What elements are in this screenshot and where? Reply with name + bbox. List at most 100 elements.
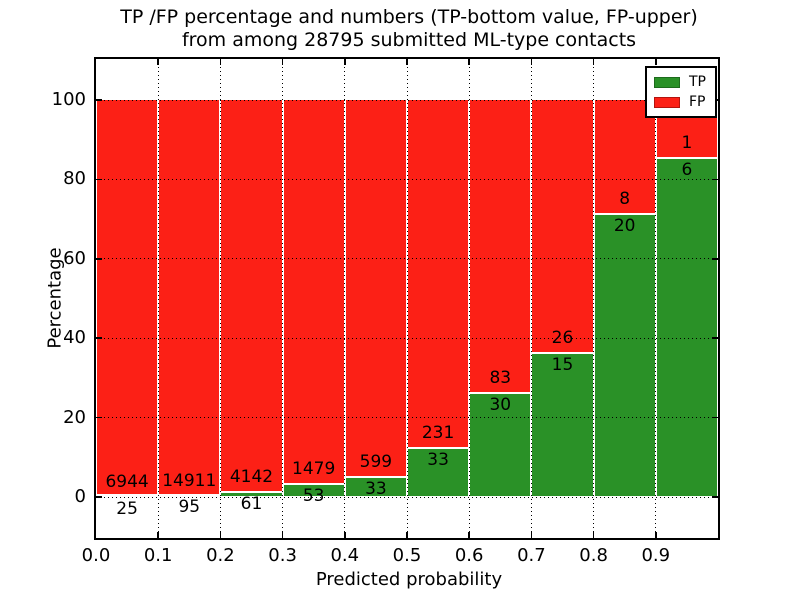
stacked-bar: 231 33 [407,100,470,497]
fp-count-label: 4142 [229,467,274,488]
y-tick-mark [96,99,102,101]
fp-count-label: 8 [619,189,631,210]
x-tick-mark [655,532,657,538]
x-tick-mark [344,59,346,65]
x-tick-label: 0.7 [517,545,546,566]
y-tick-label: 20 [63,406,86,428]
chart-title-line2: from among 28795 submitted ML-type conta… [181,29,637,51]
legend: TP FP [645,66,717,118]
tp-count-label: 61 [240,494,263,515]
tp-count-label: 95 [178,497,201,518]
stacked-bar: 1479 53 [282,100,345,505]
x-axis-label: Predicted probability [315,569,503,590]
y-tick-label: 80 [63,168,86,190]
horizontal-gridline [96,337,718,339]
x-tick-mark [655,59,657,65]
x-tick-label: 0.5 [392,545,422,566]
y-tick-mark [96,337,102,339]
x-tick-mark [530,532,533,538]
x-tick-mark [592,532,595,538]
fp-legend-swatch [654,96,680,108]
x-tick-mark [592,59,595,65]
x-tick-mark [468,59,470,65]
horizontal-gridline [96,178,718,180]
stacked-bar: 14911 95 [158,100,221,516]
x-tick-mark [219,532,222,538]
x-tick-mark [157,59,159,65]
bars-layer: 6944 25 14911 95 4142 61 1479 53 599 33 231 33 83 30 2… [96,59,718,538]
tp-bar-segment [469,391,532,497]
x-tick-label: 0.9 [641,545,671,566]
x-tick-label: 0.3 [268,545,297,566]
fp-bar-segment [469,100,532,392]
tp-count-label: 33 [427,450,449,471]
x-tick-label: 0.2 [206,545,235,566]
vertical-gridline [344,59,346,538]
y-tick-mark [96,178,102,181]
y-tick-mark [712,258,718,260]
chart-title: TP /FP percentage and numbers (TP-bottom… [95,6,723,52]
tp-count-label: 53 [302,486,325,507]
x-tick-label: 0.8 [579,545,608,566]
horizontal-gridline [96,496,718,498]
y-tick-label: 40 [63,327,86,349]
x-tick-mark [406,59,408,65]
plot-area: 6944 25 14911 95 4142 61 1479 53 599 33 231 33 83 30 2… [94,57,720,540]
fp-count-label: 1 [681,132,693,153]
y-tick-mark [96,258,102,260]
x-tick-mark [468,532,470,538]
fp-bar-segment [158,100,221,495]
fp-bar-segment [282,100,345,484]
vertical-gridline [219,59,221,538]
tp-count-label: 15 [551,354,574,375]
stacked-bar: 8 20 [593,100,656,497]
y-tick-label: 0 [74,486,86,507]
vertical-gridline [468,59,470,538]
x-tick-mark [157,532,159,538]
legend-item-tp: TP [654,72,706,92]
x-tick-mark [530,59,533,65]
x-tick-label: 0.0 [81,545,111,566]
fp-count-label: 231 [421,423,455,444]
tp-bar-segment [655,156,718,497]
tp-count-label: 6 [681,159,693,180]
tp-bar-segment [531,351,594,497]
tp-legend-swatch [654,76,680,88]
tp-count-label: 30 [489,394,512,415]
stacked-bar: 599 33 [344,100,407,498]
fp-count-label: 14911 [162,470,217,491]
stacked-bar: 26 15 [531,100,594,497]
vertical-gridline [593,59,595,538]
fp-bar-segment [96,100,159,496]
fp-bar-segment [407,100,470,448]
horizontal-gridline [96,99,718,101]
tp-count-label: 33 [365,479,387,500]
stacked-bar: 83 30 [469,100,532,497]
fp-bar-segment [344,100,407,477]
chart-title-line1: TP /FP percentage and numbers (TP-bottom… [120,6,698,28]
fp-count-label: 83 [489,367,512,388]
x-tick-label: 0.6 [454,545,484,566]
x-tick-label: 0.4 [330,545,360,566]
y-tick-mark [96,416,102,419]
x-tick-label: 0.1 [143,545,173,566]
fp-count-label: 1479 [292,459,336,480]
tick-marks-layer [96,59,718,538]
gridlines-layer [96,59,718,538]
legend-label-tp: TP [689,74,706,90]
y-tick-label: 60 [63,247,86,269]
vertical-gridline [406,59,408,538]
vertical-gridline [655,59,657,538]
vertical-gridline [282,59,284,538]
x-tick-mark [281,59,284,65]
fp-count-label: 599 [359,452,393,473]
tp-count-label: 25 [116,498,138,519]
legend-label-fp: FP [689,94,706,110]
y-tick-mark [712,496,718,498]
y-tick-mark [96,496,102,498]
vertical-gridline [157,59,159,538]
horizontal-gridline [96,417,718,419]
x-tick-mark [281,532,284,538]
x-axis-tick-labels: 0.0 0.1 0.2 0.3 0.4 0.5 0.6 0.7 0.8 0.9 [82,545,718,570]
